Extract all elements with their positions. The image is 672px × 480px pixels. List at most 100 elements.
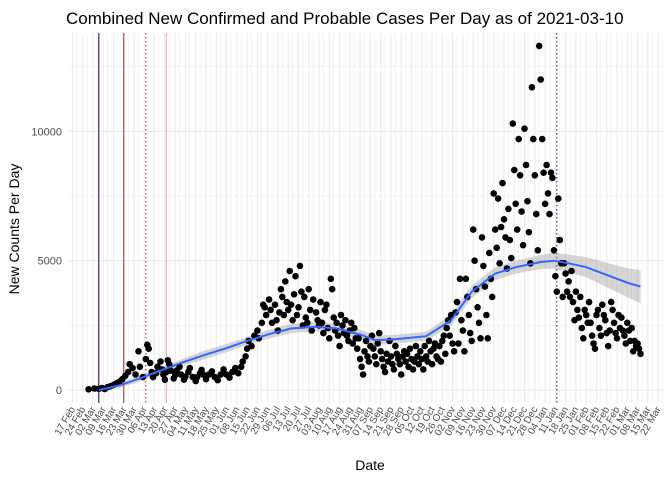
data-point bbox=[430, 345, 437, 353]
data-point bbox=[124, 368, 132, 376]
data-point bbox=[484, 335, 492, 342]
data-point bbox=[323, 301, 330, 309]
y-tick-label: 10000 bbox=[31, 126, 62, 138]
data-point bbox=[129, 364, 136, 372]
data-point bbox=[167, 367, 175, 375]
data-point bbox=[602, 316, 609, 324]
data-point bbox=[590, 340, 597, 347]
data-point bbox=[587, 319, 594, 327]
data-point bbox=[380, 363, 387, 371]
data-point bbox=[343, 332, 351, 340]
data-point bbox=[538, 135, 546, 143]
data-point bbox=[295, 304, 302, 311]
data-point bbox=[493, 244, 501, 252]
data-point bbox=[618, 314, 625, 321]
data-point bbox=[458, 316, 465, 324]
data-point bbox=[271, 301, 279, 309]
data-point bbox=[267, 306, 274, 314]
data-point bbox=[370, 345, 377, 353]
data-point bbox=[396, 360, 404, 368]
data-point bbox=[214, 376, 221, 384]
data-point bbox=[505, 205, 512, 213]
data-point bbox=[336, 342, 343, 350]
data-point bbox=[481, 283, 489, 290]
data-point bbox=[499, 179, 506, 187]
data-point bbox=[242, 353, 249, 360]
data-point bbox=[566, 293, 574, 301]
data-point bbox=[425, 337, 433, 345]
data-point bbox=[591, 345, 599, 353]
data-point bbox=[262, 311, 270, 319]
data-point bbox=[292, 272, 299, 280]
data-point bbox=[465, 311, 473, 319]
data-point bbox=[549, 174, 556, 182]
data-point bbox=[390, 366, 398, 373]
data-point bbox=[635, 345, 643, 353]
data-point bbox=[612, 329, 619, 337]
data-point bbox=[563, 288, 571, 296]
data-point bbox=[553, 288, 561, 296]
data-point bbox=[161, 376, 169, 384]
data-point bbox=[580, 335, 587, 342]
data-point bbox=[468, 337, 476, 345]
data-point bbox=[607, 298, 615, 306]
data-point bbox=[600, 311, 608, 319]
data-point bbox=[402, 358, 409, 365]
data-point bbox=[572, 288, 580, 296]
data-point bbox=[455, 340, 462, 347]
data-point bbox=[308, 327, 316, 334]
data-point bbox=[562, 270, 569, 277]
data-point bbox=[609, 306, 616, 314]
data-point bbox=[359, 371, 367, 378]
data-point bbox=[358, 363, 365, 371]
data-point bbox=[176, 363, 183, 371]
data-point bbox=[135, 348, 142, 355]
data-point bbox=[406, 345, 414, 353]
data-point bbox=[254, 327, 261, 334]
data-point bbox=[488, 293, 496, 301]
data-point bbox=[466, 329, 474, 337]
data-point bbox=[637, 350, 644, 358]
data-point bbox=[339, 322, 346, 329]
data-point bbox=[280, 311, 288, 319]
data-point bbox=[491, 226, 499, 233]
data-point bbox=[389, 360, 396, 368]
data-point bbox=[248, 342, 255, 350]
data-point bbox=[309, 296, 317, 303]
data-point bbox=[480, 262, 487, 270]
data-point bbox=[287, 301, 295, 309]
data-point bbox=[588, 332, 596, 340]
data-point bbox=[85, 386, 92, 393]
data-point bbox=[519, 241, 527, 249]
data-point bbox=[581, 306, 588, 314]
data-point bbox=[217, 371, 224, 378]
data-point bbox=[437, 358, 445, 365]
data-point bbox=[362, 337, 370, 345]
data-point bbox=[186, 364, 194, 372]
data-point bbox=[475, 319, 483, 327]
data-point bbox=[208, 368, 216, 375]
data-point bbox=[469, 226, 477, 233]
chart-title: Combined New Confirmed and Probable Case… bbox=[66, 9, 624, 28]
data-point bbox=[261, 304, 269, 311]
smooth-trend-line bbox=[98, 259, 641, 392]
data-point bbox=[568, 267, 575, 275]
data-point bbox=[462, 275, 470, 283]
data-point bbox=[528, 84, 536, 91]
data-point bbox=[428, 360, 436, 368]
data-point bbox=[220, 366, 227, 373]
data-point bbox=[596, 324, 603, 332]
data-point bbox=[449, 340, 456, 347]
data-point bbox=[378, 355, 386, 363]
data-point bbox=[422, 353, 430, 360]
data-point bbox=[326, 335, 333, 342]
data-point bbox=[321, 306, 329, 314]
data-point bbox=[629, 348, 637, 355]
data-point bbox=[525, 228, 533, 236]
data-point bbox=[569, 298, 577, 306]
data-point bbox=[146, 359, 154, 367]
data-point bbox=[226, 374, 233, 381]
data-point bbox=[556, 236, 564, 244]
data-point bbox=[290, 291, 298, 298]
data-point bbox=[420, 366, 427, 373]
